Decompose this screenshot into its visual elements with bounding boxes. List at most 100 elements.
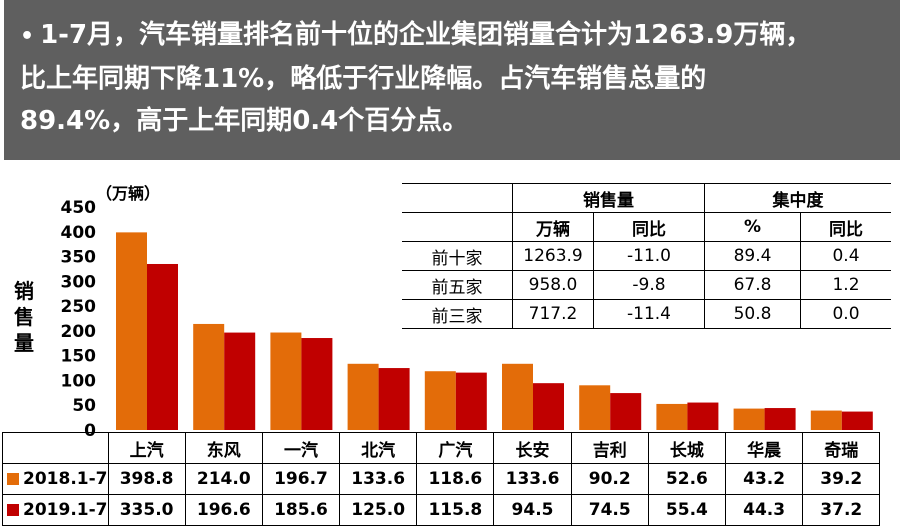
y-tick-label: 450 <box>61 198 97 218</box>
data-label: 43.2 <box>724 463 804 495</box>
data-label: 37.2 <box>802 494 881 526</box>
concentration-table: 销售量 集中度 万辆 同比 % 同比 前十家 1263.9 -11.0 89.4… <box>402 183 891 329</box>
data-label: 185.6 <box>261 494 341 526</box>
y-tick-label: 400 <box>61 223 97 243</box>
bar-2018 <box>733 408 765 430</box>
legend-label-2019: 2019.1-7 <box>23 500 108 520</box>
data-label: 335.0 <box>107 494 186 526</box>
stats-cell: 0.0 <box>800 299 891 329</box>
bar-2019 <box>841 411 873 430</box>
bar-2018 <box>424 371 456 430</box>
stats-subheader: % <box>704 212 801 242</box>
category-label: 长城 <box>647 432 727 464</box>
data-label: 196.6 <box>184 494 263 526</box>
data-label: 115.8 <box>416 494 495 526</box>
bar-2018 <box>502 363 533 430</box>
legend-label-2018: 2018.1-7 <box>23 469 108 489</box>
category-label: 北汽 <box>339 432 418 464</box>
data-label: 94.5 <box>493 494 572 526</box>
category-label: 华晨 <box>724 432 804 464</box>
bar-2019 <box>147 263 178 430</box>
banner-line-3: 89.4%，高于上年同期0.4个百分点。 <box>20 106 469 136</box>
stats-cell: 1263.9 <box>512 241 594 271</box>
series-label-2019: 2019.1-7 <box>2 494 109 526</box>
bar-2019 <box>455 372 487 430</box>
data-label: 214.0 <box>184 463 263 495</box>
bar-2018 <box>656 403 688 430</box>
data-table: 上汽 东风 一汽 北汽 广汽 长安 吉利 长城 华晨 奇瑞 2018.1-7 398.8 214.0… <box>2 432 881 526</box>
y-tick-label: 150 <box>61 347 97 367</box>
series-label-2018: 2018.1-7 <box>2 463 109 495</box>
stats-group-header-sales: 销售量 <box>512 183 705 213</box>
stats-corner <box>402 183 513 213</box>
data-label: 52.6 <box>647 463 727 495</box>
bar-2019 <box>533 383 564 430</box>
stats-subheader: 万辆 <box>512 212 594 242</box>
y-unit-label: （万辆） <box>96 184 161 203</box>
data-label: 133.6 <box>493 463 572 495</box>
y-tick-label: 200 <box>61 322 97 342</box>
bar-2018 <box>270 332 302 430</box>
y-tick-label: 50 <box>72 396 96 416</box>
category-label: 东风 <box>184 432 263 464</box>
banner-line-1: • 1-7月，汽车销量排名前十位的企业集团销量合计为1263.9万辆， <box>20 20 812 50</box>
category-row: 上汽 东风 一汽 北汽 广汽 长安 吉利 长城 华晨 奇瑞 <box>2 432 881 464</box>
bar-2018 <box>116 232 147 430</box>
category-label: 广汽 <box>416 432 495 464</box>
legend-swatch-2019 <box>7 504 19 516</box>
bar-2019 <box>764 408 796 430</box>
stats-sub-corner <box>402 212 513 242</box>
stats-subheader: 同比 <box>593 212 705 242</box>
data-label: 118.6 <box>416 463 495 495</box>
series-row-2018: 2018.1-7 398.8 214.0 196.7 133.6 118.6 133.6 9… <box>2 463 881 495</box>
bar-2019 <box>378 368 410 430</box>
stats-cell: 0.4 <box>800 241 891 271</box>
stats-row-label: 前三家 <box>402 299 513 329</box>
y-axis-title: 销售量 <box>14 279 34 355</box>
bar-2018 <box>193 323 225 430</box>
bar-2018 <box>347 363 379 430</box>
data-label: 44.3 <box>724 494 804 526</box>
stats-cell: -11.4 <box>593 299 705 329</box>
stats-cell: 958.0 <box>512 270 594 300</box>
bar-2019 <box>687 402 719 430</box>
category-label: 吉利 <box>570 432 649 464</box>
data-label: 55.4 <box>647 494 727 526</box>
category-label: 一汽 <box>261 432 341 464</box>
stats-group-header-concentration: 集中度 <box>704 183 891 213</box>
stats-row-label: 前五家 <box>402 270 513 300</box>
bar-2019 <box>301 338 333 430</box>
data-label: 90.2 <box>570 463 649 495</box>
y-tick-label: 300 <box>61 272 97 292</box>
data-label: 74.5 <box>570 494 649 526</box>
stats-subheader: 同比 <box>800 212 891 242</box>
series-row-2019: 2019.1-7 335.0 196.6 185.6 125.0 115.8 94.5 74… <box>2 494 881 526</box>
stats-cell: 50.8 <box>704 299 801 329</box>
bar-2019 <box>610 393 642 430</box>
data-label: 133.6 <box>339 463 418 495</box>
category-label: 上汽 <box>107 432 186 464</box>
banner-line-2: 比上年同期下降11%，略低于行业降幅。占汽车销售总量的 <box>20 64 707 94</box>
y-tick-label: 100 <box>61 371 97 391</box>
stats-cell: 1.2 <box>800 270 891 300</box>
stats-cell: -9.8 <box>593 270 705 300</box>
bar-2018 <box>810 410 842 430</box>
stats-cell: 67.8 <box>704 270 801 300</box>
stats-cell: 717.2 <box>512 299 594 329</box>
stats-row-label: 前十家 <box>402 241 513 271</box>
legend-swatch-2018 <box>7 473 19 485</box>
bullet-icon: • <box>20 24 35 49</box>
category-label: 奇瑞 <box>802 432 881 464</box>
y-tick-label: 350 <box>61 248 97 268</box>
data-label: 125.0 <box>339 494 418 526</box>
data-label: 398.8 <box>107 463 186 495</box>
data-table-corner <box>2 432 109 464</box>
bar-2019 <box>224 332 256 430</box>
bar-2018 <box>579 385 611 430</box>
data-label: 196.7 <box>261 463 341 495</box>
category-label: 长安 <box>493 432 572 464</box>
y-tick-label: 250 <box>61 297 97 317</box>
data-label: 39.2 <box>802 463 881 495</box>
stats-cell: -11.0 <box>593 241 705 271</box>
